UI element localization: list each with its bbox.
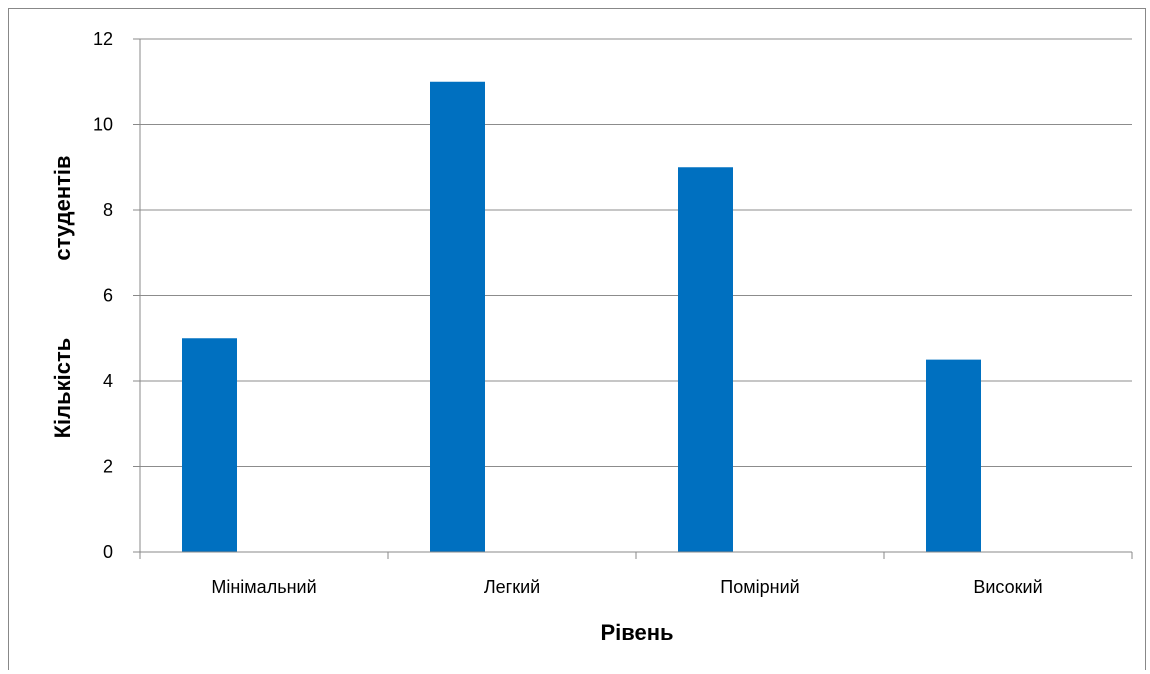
- y-tick-label: 8: [103, 200, 113, 220]
- y-tick-label: 0: [103, 542, 113, 562]
- x-axis-title: Рівень: [600, 620, 673, 645]
- y-tick-labels: 0 2 4 6 8 10 12: [93, 29, 113, 562]
- y-tick-label: 4: [103, 371, 113, 391]
- y-axis-title: Кількість студентів: [50, 155, 75, 438]
- bar-3: [678, 167, 733, 552]
- gridlines: [133, 38, 1133, 559]
- chart-frame: [8, 8, 1146, 670]
- y-tick-label: 6: [103, 286, 113, 306]
- y-axis-title-word-1: Кількість: [50, 338, 75, 439]
- bars: [182, 81, 981, 552]
- x-tick-labels: Мінімальний Легкий Помірний Високий: [211, 577, 1042, 597]
- y-tick-label: 12: [93, 29, 113, 49]
- y-tick-label: 10: [93, 115, 113, 135]
- bar-2: [430, 81, 485, 552]
- y-tick-label: 2: [103, 457, 113, 477]
- x-tick-label: Високий: [973, 577, 1042, 597]
- y-axis-title-word-2: студентів: [50, 155, 75, 260]
- bar-1: [182, 338, 237, 552]
- axes: [139, 39, 1132, 553]
- x-tick-label: Легкий: [484, 577, 540, 597]
- bar-4: [926, 359, 981, 552]
- x-tick-label: Помірний: [720, 577, 799, 597]
- x-tick-label: Мінімальний: [211, 577, 316, 597]
